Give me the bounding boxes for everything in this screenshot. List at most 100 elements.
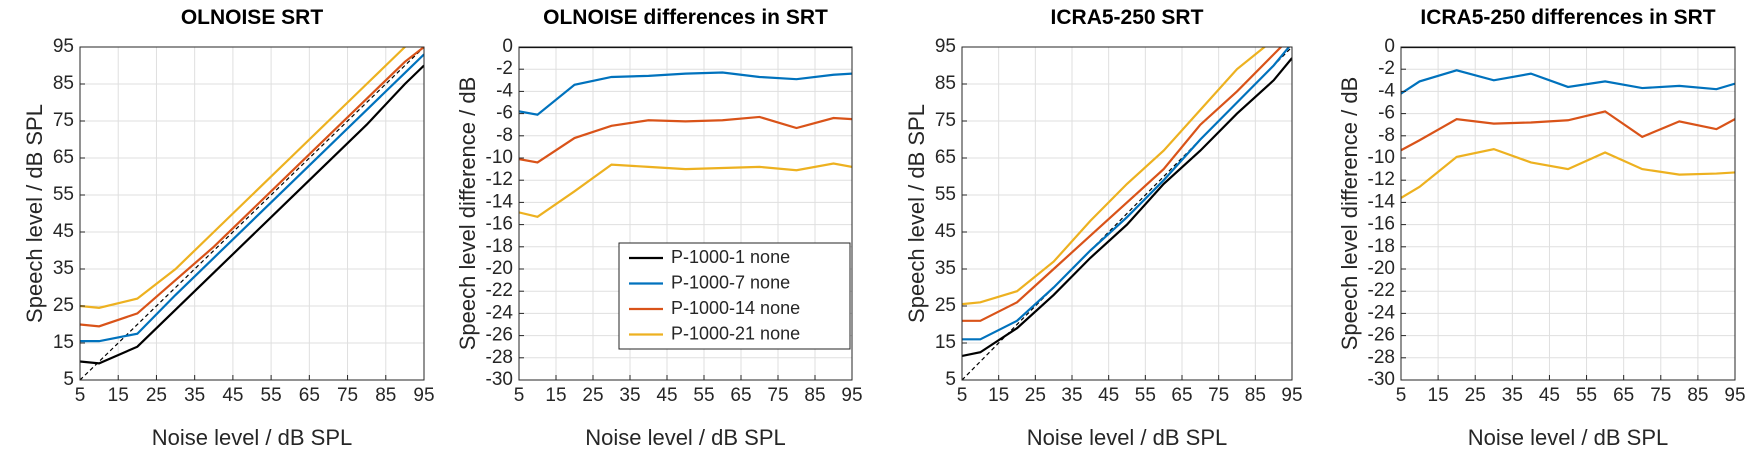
y-tick-label: 95 [53, 36, 74, 57]
y-tick-label: -4 [1378, 80, 1395, 101]
x-tick-label: 5 [957, 385, 968, 406]
x-tick-label: 25 [1025, 385, 1046, 406]
x-tick-label: 25 [146, 385, 167, 406]
y-tick-label: -8 [1378, 125, 1395, 146]
y-axis-label: Speech level difference / dB [1337, 77, 1362, 351]
plot-area [1401, 47, 1735, 380]
y-tick-label: -28 [1368, 347, 1395, 368]
identity-line [962, 47, 1292, 380]
subplot: 5 15 25 35 45 55 65 75 85 95 0-2-4-6-8-10-12-14-16… [455, 6, 863, 450]
series-line [519, 162, 852, 219]
y-tick-label: 5 [63, 369, 74, 390]
y-tick-label: -14 [1368, 191, 1396, 212]
y-tick-label: 85 [53, 73, 74, 94]
x-tick-label: 75 [767, 385, 788, 406]
x-tick-label: 85 [804, 385, 825, 406]
legend: P-1000-1 none P-1000-7 none P-1000-14 none… [618, 242, 851, 350]
x-tick-label: 55 [261, 385, 282, 406]
x-tick-label: 85 [1245, 385, 1266, 406]
x-tick-label: 55 [1135, 385, 1156, 406]
y-tick-label: -2 [1378, 58, 1395, 79]
legend-label: P-1000-7 none [671, 272, 790, 292]
chart-title: OLNOISE SRT [181, 6, 324, 29]
y-tick-label: -24 [1368, 302, 1396, 323]
x-tick-label: 35 [619, 385, 640, 406]
axes-frame [518, 46, 853, 381]
y-tick-label: -10 [486, 147, 513, 168]
y-tick-label: -22 [486, 280, 513, 301]
series-line [1401, 110, 1735, 152]
y-tick-label: -2 [496, 58, 513, 79]
series-line [962, 57, 1292, 358]
subplot: 5 15 25 35 45 55 65 75 85 95 5 15 25 35 45 55 65 75 85 95 OL… [22, 6, 435, 450]
series-line [1401, 69, 1735, 95]
x-tick-label: 45 [1539, 385, 1560, 406]
y-tick-label: -18 [1368, 236, 1395, 257]
y-tick-label: 25 [53, 295, 74, 316]
x-tick-label: 75 [337, 385, 358, 406]
y-tick-label: -8 [496, 125, 513, 146]
series-line [80, 47, 407, 309]
x-tick-label: 5 [1396, 385, 1407, 406]
x-tick-label: 45 [222, 385, 243, 406]
y-tick-label: 45 [53, 221, 74, 242]
subplot: 5 15 25 35 45 55 65 75 85 95 0-2-4-6-8-10-12-14-16… [1337, 6, 1746, 450]
y-tick-label: -4 [496, 80, 513, 101]
x-tick-label: 35 [1061, 385, 1082, 406]
series-line [962, 47, 1267, 306]
y-tick-label: 15 [935, 332, 956, 353]
x-tick-label: 95 [1281, 385, 1302, 406]
series-line [80, 64, 424, 365]
series-line [519, 115, 852, 164]
y-tick-label: 15 [53, 332, 74, 353]
x-tick-label: 35 [184, 385, 205, 406]
series-line [1401, 147, 1735, 199]
x-tick-label: 15 [108, 385, 129, 406]
y-tick-label: 85 [935, 73, 956, 94]
series-line [80, 47, 424, 328]
x-tick-label: 65 [299, 385, 320, 406]
y-tick-label: 75 [935, 110, 956, 131]
axes-frame [961, 46, 1293, 381]
x-tick-label: 15 [1428, 385, 1449, 406]
y-tick-label: 0 [1384, 36, 1395, 57]
y-tick-label: -18 [486, 236, 513, 257]
x-tick-label: 95 [413, 385, 434, 406]
series-line [962, 47, 1283, 322]
y-tick-label: -30 [486, 369, 513, 390]
axes-frame [1400, 46, 1736, 381]
x-tick-label: 65 [730, 385, 751, 406]
x-axis-label: Noise level / dB SPL [585, 425, 786, 450]
y-tick-label: 55 [53, 184, 74, 205]
y-tick-label: -20 [1368, 258, 1395, 279]
y-tick-label: 0 [502, 36, 513, 57]
y-tick-label: -22 [1368, 280, 1395, 301]
chart-title: OLNOISE differences in SRT [543, 6, 828, 29]
x-tick-label: 5 [514, 385, 525, 406]
y-axis-label: Speech level / dB SPL [22, 104, 47, 323]
legend-box [618, 242, 851, 350]
y-tick-label: 25 [935, 295, 956, 316]
y-axis-label: Speech level / dB SPL [904, 104, 929, 323]
plot-lines [1401, 47, 1735, 199]
y-tick-label: -26 [1368, 325, 1395, 346]
y-tick-label: -10 [1368, 147, 1395, 168]
x-tick-label: 75 [1208, 385, 1229, 406]
subplot: 5 15 25 35 45 55 65 75 85 95 5 15 25 35 45 55 65 75 85 95 IC… [904, 6, 1303, 450]
axes-frame [79, 46, 425, 381]
y-tick-label: 95 [935, 36, 956, 57]
y-tick-label: 35 [935, 258, 956, 279]
y-tick-label: -12 [486, 169, 513, 190]
x-axis-label: Noise level / dB SPL [1468, 425, 1669, 450]
series-line [80, 53, 424, 343]
y-tick-label: -28 [486, 347, 513, 368]
x-tick-label: 55 [1576, 385, 1597, 406]
x-tick-label: 65 [1613, 385, 1634, 406]
y-tick-label: -26 [486, 325, 513, 346]
y-tick-label: 45 [935, 221, 956, 242]
x-tick-label: 35 [1502, 385, 1523, 406]
y-tick-label: 65 [53, 147, 74, 168]
y-tick-label: -30 [1368, 369, 1395, 390]
y-tick-label: 75 [53, 110, 74, 131]
y-tick-label: -24 [486, 302, 514, 323]
